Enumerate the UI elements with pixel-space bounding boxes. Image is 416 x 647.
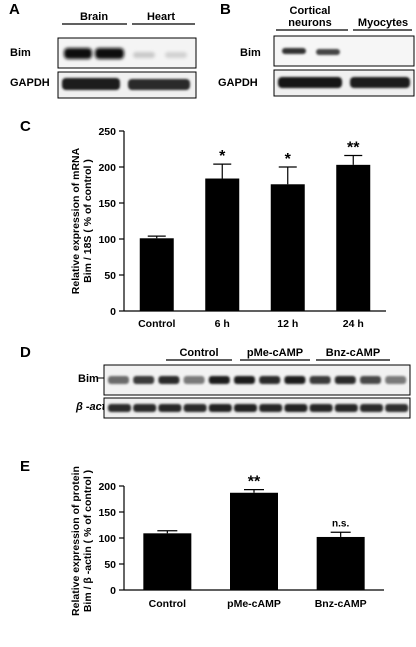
- panel-d-actin-band: [133, 404, 157, 412]
- panel-c-bar: [336, 164, 371, 311]
- panel-a-group-brain: Brain: [80, 11, 108, 23]
- panel-c-bar: [139, 238, 174, 311]
- panel-d-bim-band: [334, 376, 356, 384]
- panel-b-group-cortical-line2: neurons: [288, 17, 331, 29]
- panel-a-letter: A: [9, 1, 20, 18]
- panel-b-row-bim: Bim: [240, 47, 261, 59]
- panel-e-xtick-label: Bnz-cAMP: [315, 598, 367, 610]
- panel-d-actin-band: [360, 404, 383, 412]
- panel-c-xtick-label: 6 h: [215, 318, 230, 330]
- panel-d-bim-band: [234, 376, 255, 384]
- panel-e-ytick-label: 200: [98, 481, 116, 493]
- panel-c-bar: [205, 178, 240, 311]
- panel-d-actin-band: [208, 404, 232, 412]
- panel-e-significance-label: n.s.: [332, 518, 349, 529]
- panel-a-blot-gapdh: [57, 71, 197, 99]
- panel-c-ylabel-line2: Bim / 18S ( % of control ): [82, 159, 94, 283]
- panel-a: A Brain Heart Bim GAPDH: [9, 1, 197, 99]
- panel-a-group-heart: Heart: [147, 11, 175, 23]
- panel-e-bar: [230, 492, 278, 590]
- panel-d-actin-band: [259, 404, 283, 412]
- panel-e-letter: E: [20, 458, 30, 475]
- panel-d-bim-band: [158, 376, 180, 384]
- panel-c-ytick-label: 50: [104, 270, 116, 282]
- panel-c-ytick-label: 200: [98, 162, 116, 174]
- panel-c-ytick-label: 100: [98, 234, 116, 246]
- panel-b-group-myocytes: Myocytes: [358, 17, 408, 29]
- panel-d-actin-band: [158, 404, 182, 412]
- panel-d-bim-band: [284, 376, 306, 384]
- panel-c-ytick-label: 0: [110, 306, 116, 318]
- panel-c-xtick-label: 12 h: [277, 318, 298, 330]
- panel-d-bim-band: [385, 376, 407, 384]
- panel-d-blot-actin: [103, 397, 411, 419]
- panel-d-bim-band: [309, 376, 331, 384]
- panel-d-bim-band: [208, 376, 230, 384]
- panel-e-ytick-label: 100: [98, 533, 116, 545]
- panel-d-actin-band: [234, 404, 257, 412]
- panel-d-actin-band: [385, 404, 409, 412]
- panel-d-actin-band: [183, 404, 207, 412]
- panel-e-xtick-label: Control: [149, 598, 186, 610]
- panel-d-bim-band: [360, 376, 381, 384]
- panel-e-significance-label: **: [248, 474, 261, 491]
- panel-e-chart: E Relative expression of protein Bim / β…: [20, 458, 384, 616]
- panel-a-row-gapdh: GAPDH: [10, 77, 50, 89]
- panel-e-bar: [143, 533, 192, 590]
- panel-a-row-bim: Bim: [10, 47, 31, 59]
- panel-c-ylabel-line1: Relative expression of mRNA: [70, 147, 82, 294]
- panel-d-group-control: Control: [179, 347, 218, 359]
- panel-d-bim-band: [108, 376, 129, 384]
- panel-d-actin-band: [284, 404, 308, 412]
- panel-d-bim-band: [133, 376, 155, 384]
- panel-b-letter: B: [220, 1, 231, 18]
- panel-e-bar: [316, 536, 365, 590]
- panel-b-group-cortical-line1: Cortical: [290, 5, 331, 17]
- panel-c-xtick-label: 24 h: [343, 318, 364, 330]
- panel-c-ytick-label: 150: [98, 198, 116, 210]
- panel-c-ytick-label: 250: [98, 126, 116, 138]
- panel-d-actin-band: [309, 404, 333, 412]
- panel-d-group-pme: pMe-cAMP: [247, 347, 303, 359]
- panel-e-ytick-label: 0: [110, 585, 116, 597]
- panel-d-group-bnz: Bnz-cAMP: [326, 347, 380, 359]
- panel-d-blot-bim: [103, 364, 411, 396]
- panel-d: D Control pMe-cAMP Bnz-cAMP Bim β -actin: [20, 344, 411, 419]
- panel-c-significance-label: *: [285, 151, 292, 168]
- panel-c-significance-label: **: [347, 139, 360, 156]
- panel-c-letter: C: [20, 118, 31, 135]
- panel-c-xtick-label: Control: [138, 318, 175, 330]
- panel-d-actin-band: [334, 404, 358, 412]
- panel-d-row-bim: Bim: [78, 373, 99, 385]
- panel-c-chart: C Relative expression of mRNA Bim / 18S …: [20, 118, 386, 330]
- panel-e-ytick-label: 50: [104, 559, 116, 571]
- panel-a-blot-bim: [57, 37, 197, 69]
- panel-b-blot-gapdh: [273, 69, 415, 97]
- panel-b-blot-bim: [273, 35, 415, 67]
- panel-b: B Cortical neurons Myocytes Bim GAPDH: [218, 1, 415, 97]
- panel-e-xtick-label: pMe-cAMP: [227, 598, 281, 610]
- panel-d-actin-band: [108, 404, 131, 412]
- panel-b-row-gapdh: GAPDH: [218, 77, 258, 89]
- panel-e-ylabel-line1: Relative expression of protein: [70, 466, 82, 616]
- panel-c-bar: [270, 184, 305, 311]
- panel-c-significance-label: *: [219, 148, 226, 165]
- panel-e-ylabel-line2: Bim / β -actin ( % of control ): [82, 470, 94, 612]
- panel-d-bim-band: [259, 376, 281, 384]
- panel-d-letter: D: [20, 344, 31, 361]
- panel-d-bim-band: [183, 376, 205, 384]
- panel-e-ytick-label: 150: [98, 507, 116, 519]
